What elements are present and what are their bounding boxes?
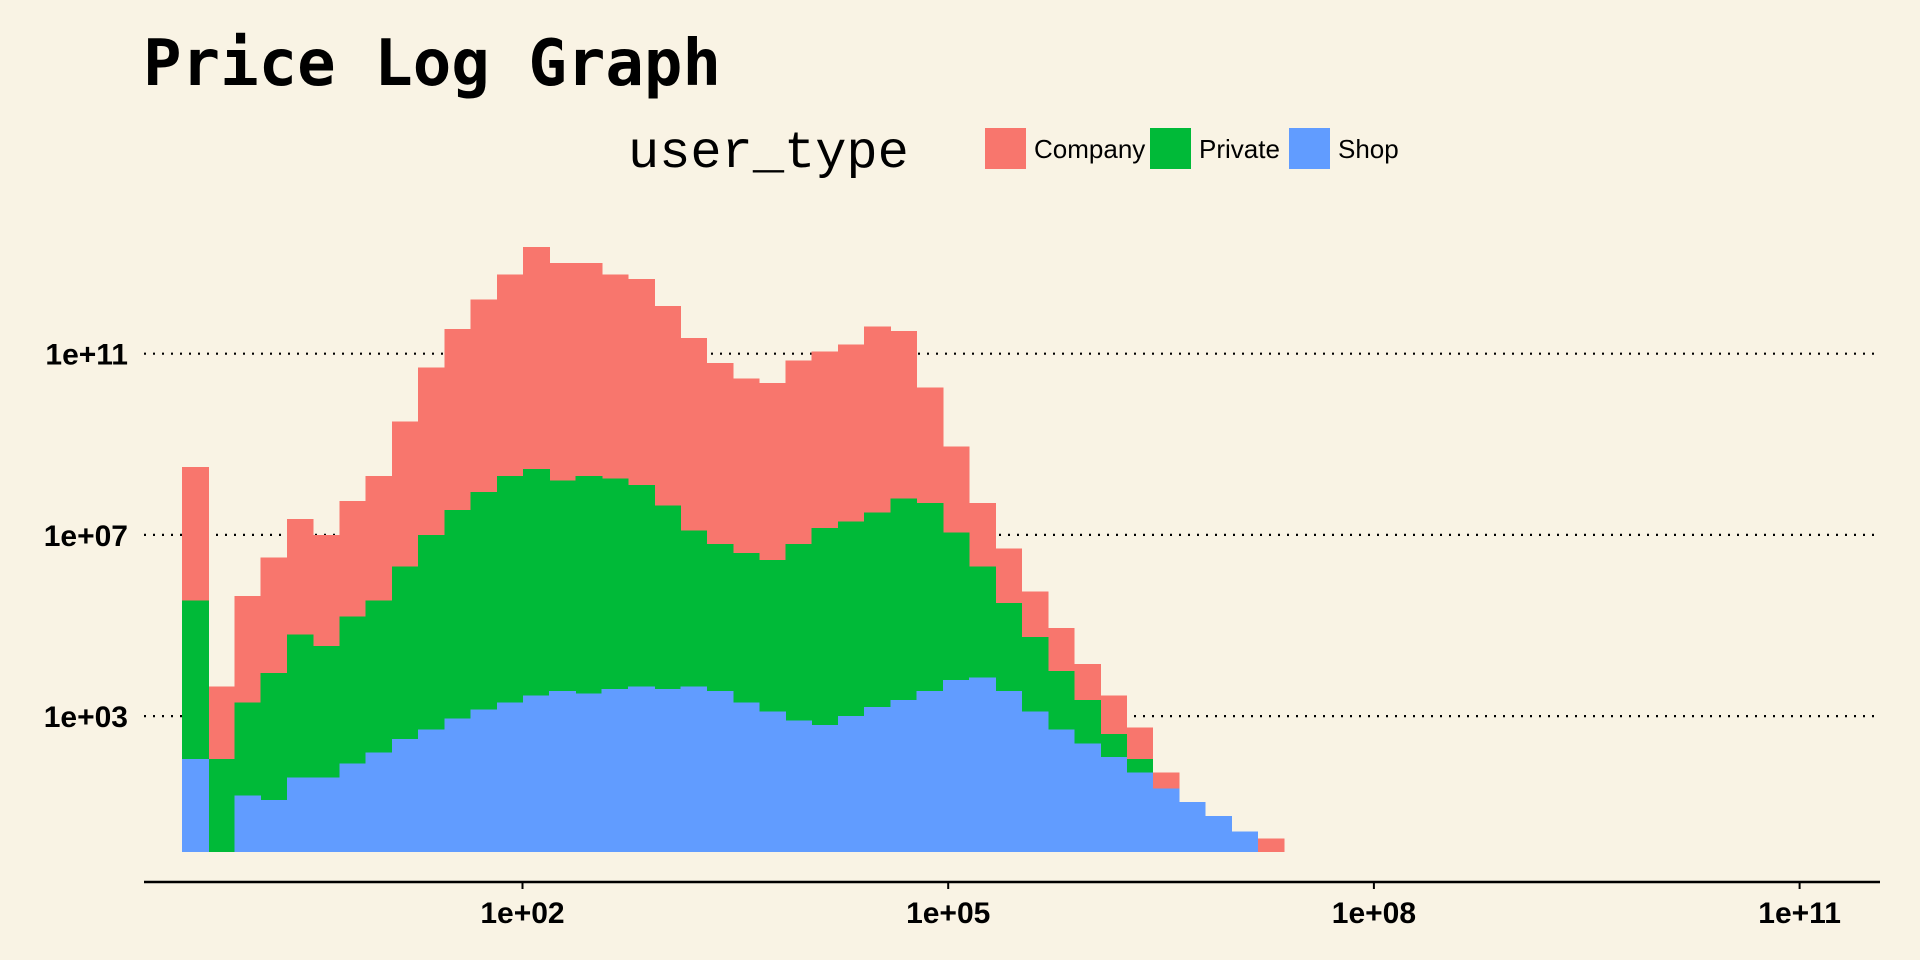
bar-shop: [522, 695, 550, 852]
bar-shop: [1205, 815, 1232, 852]
x-tick-label: 1e+08: [1332, 897, 1416, 930]
x-tick-label: 1e+11: [1758, 897, 1841, 930]
bar-shop: [706, 691, 734, 852]
bar-shop: [1231, 831, 1259, 852]
legend-swatch: [985, 128, 1026, 169]
x-axis-ticks: 1e+02 1e+05 1e+08 1e+11: [480, 882, 1841, 930]
bar-shop: [1152, 788, 1180, 852]
y-tick-label: 1e+11: [45, 339, 128, 372]
bar-shop: [496, 702, 524, 852]
legend-swatch: [1150, 128, 1191, 169]
bar-shop: [1178, 802, 1206, 852]
x-tick-label: 1e+05: [906, 897, 990, 930]
bar-shop: [916, 691, 944, 852]
legend-title: user_type: [628, 124, 909, 183]
legend-label: Shop: [1338, 134, 1399, 164]
bar-shop: [1073, 743, 1101, 852]
bar-shop: [418, 729, 445, 852]
bar-shop: [732, 702, 760, 852]
y-tick-label: 1e+07: [44, 520, 128, 553]
chart-title: Price Log Graph: [143, 27, 721, 101]
bar-private: [208, 759, 236, 852]
legend-item-shop: Shop: [1289, 128, 1399, 169]
legend: user_type Company Private Shop: [628, 124, 1399, 183]
bar-shop: [811, 725, 839, 852]
bar-shop: [286, 777, 314, 852]
legend-item-private: Private: [1150, 128, 1280, 169]
bar-shop: [601, 688, 629, 852]
bar-shop: [444, 718, 472, 852]
bar-shop: [968, 677, 996, 852]
bar-company: [1257, 838, 1285, 852]
bar-shop: [234, 795, 262, 852]
bar-shop: [890, 700, 918, 852]
bar-shop: [1047, 729, 1075, 852]
y-tick-label: 1e+03: [44, 701, 128, 734]
bar-shop: [1100, 756, 1127, 852]
bar-shop: [339, 763, 367, 852]
bar-shop: [181, 759, 209, 852]
y-axis-ticks: 1e+03 1e+07 1e+11: [44, 339, 128, 734]
bar-shop: [1021, 711, 1049, 852]
bar-shop: [995, 691, 1023, 852]
bar-shop: [365, 752, 393, 852]
legend-label: Company: [1034, 134, 1145, 164]
bar-shop: [759, 711, 786, 852]
bar-shop: [260, 799, 288, 852]
bar-shop: [864, 707, 891, 852]
bar-shop: [470, 709, 498, 852]
bar-shop: [654, 688, 682, 852]
bar-shop: [391, 738, 419, 852]
bar-shop: [942, 679, 970, 852]
x-tick-label: 1e+02: [480, 897, 564, 930]
legend-swatch: [1289, 128, 1330, 169]
bar-shop: [313, 777, 340, 852]
bar-shop: [1126, 772, 1154, 852]
bar-shop: [837, 716, 865, 852]
bar-shop: [549, 691, 577, 852]
bar-shop: [627, 686, 655, 852]
bar-shop: [680, 686, 708, 852]
series-shop: [181, 677, 1259, 852]
bar-shop: [575, 693, 603, 852]
bar-shop: [785, 720, 813, 852]
bars: [181, 247, 1285, 853]
legend-item-company: Company: [985, 128, 1145, 169]
legend-label: Private: [1199, 134, 1280, 164]
